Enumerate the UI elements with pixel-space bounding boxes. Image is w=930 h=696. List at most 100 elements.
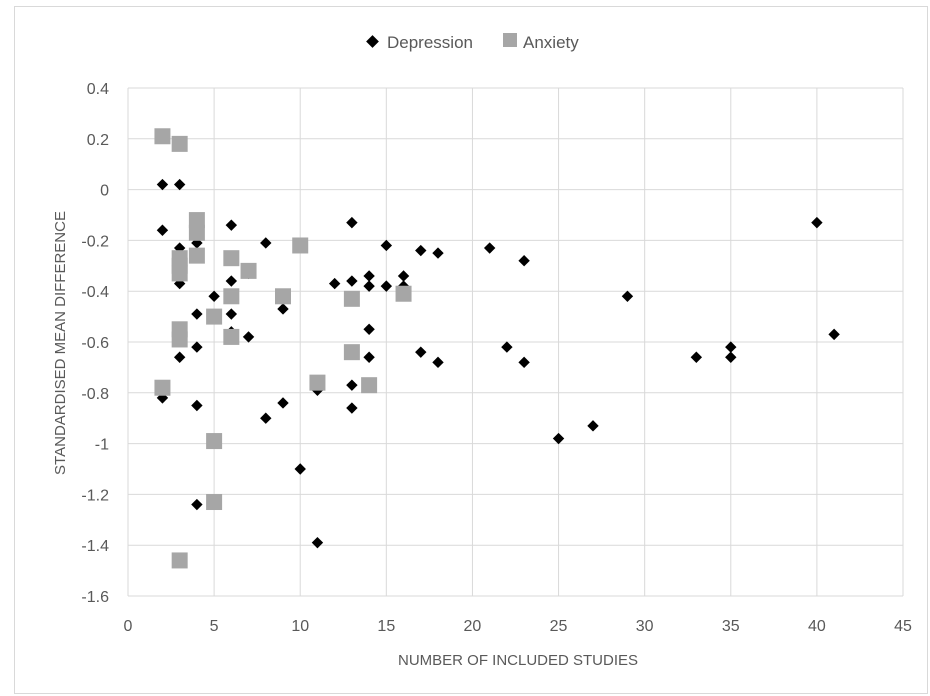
y-tick-label: -0.2 (81, 233, 109, 250)
anxiety-point (154, 128, 171, 145)
depression-point (811, 216, 823, 229)
depression-point (277, 303, 289, 315)
anxiety-point (171, 135, 188, 152)
depression-point (363, 270, 375, 282)
depression-point (346, 216, 358, 229)
depression-point (191, 399, 203, 412)
x-tick-label: 5 (210, 618, 219, 635)
depression-point (173, 351, 186, 363)
anxiety-point (309, 374, 326, 391)
depression-point (552, 432, 565, 445)
depression-point (363, 351, 375, 363)
y-axis-title: STANDARDISED MEAN DIFFERENCE (52, 211, 69, 475)
y-tick-label: 0 (100, 183, 109, 200)
x-tick-label: 20 (464, 618, 482, 635)
x-tick-label: 0 (124, 618, 133, 635)
depression-point (156, 224, 169, 236)
anxiety-point (188, 224, 205, 241)
legend-depression-label: Depression (387, 33, 473, 52)
y-tick-label: -1.6 (81, 589, 109, 606)
depression-point (346, 379, 358, 391)
depression-point (380, 239, 393, 252)
depression-point (518, 255, 530, 267)
depression-point (587, 420, 599, 432)
x-tick-label: 35 (722, 618, 740, 635)
y-tick-label: -0.4 (81, 284, 109, 301)
depression-point (191, 498, 203, 511)
depression-point (225, 275, 238, 287)
depression-point (156, 178, 169, 191)
point-layer (154, 128, 840, 569)
depression-point (415, 346, 427, 358)
anxiety-point (188, 212, 205, 229)
anxiety-point (171, 552, 188, 569)
anxiety-point (292, 237, 309, 254)
y-tick-label: -1 (95, 437, 109, 454)
depression-point (328, 277, 341, 290)
anxiety-point (240, 262, 257, 279)
x-tick-label: 40 (808, 618, 826, 635)
legend: Depression Anxiety (366, 33, 579, 52)
depression-point (191, 341, 203, 353)
anxiety-point (395, 285, 412, 302)
depression-point (415, 244, 427, 257)
anxiety-point (361, 377, 378, 394)
anxiety-point (171, 265, 188, 282)
depression-point (621, 290, 634, 302)
depression-point (725, 341, 737, 353)
anxiety-point (206, 494, 223, 511)
depression-point (346, 275, 358, 287)
anxiety-point (343, 290, 360, 307)
anxiety-point (343, 344, 360, 361)
chart-frame (14, 6, 928, 694)
y-tick-label: -1.2 (81, 487, 109, 504)
depression-point (260, 237, 272, 249)
y-tick-label: -0.6 (81, 335, 109, 352)
y-tick-label: 0.4 (87, 81, 109, 98)
depression-point (397, 270, 410, 282)
anxiety-point (188, 247, 205, 264)
depression-point (311, 536, 324, 549)
anxiety-point (206, 433, 223, 450)
legend-depression-marker (366, 35, 379, 48)
x-tick-label: 45 (894, 618, 912, 635)
depression-point (294, 463, 306, 475)
depression-point (380, 280, 393, 292)
x-tick-label: 15 (377, 618, 395, 635)
depression-point (690, 351, 703, 363)
depression-point (518, 356, 530, 369)
depression-point (225, 219, 238, 231)
x-tick-label: 25 (550, 618, 568, 635)
anxiety-point (275, 288, 291, 305)
depression-point (363, 280, 375, 292)
anxiety-point (154, 379, 171, 396)
depression-point (363, 323, 375, 335)
depression-point (725, 351, 737, 363)
anxiety-point (171, 331, 188, 348)
depression-point (173, 178, 186, 191)
depression-point (225, 308, 238, 320)
depression-point (432, 356, 444, 369)
x-tick-label: 30 (636, 618, 654, 635)
legend-anxiety-label: Anxiety (523, 33, 579, 52)
depression-point (432, 247, 444, 259)
depression-point (208, 290, 220, 302)
y-tick-label: 0.2 (87, 132, 109, 149)
anxiety-point (206, 308, 223, 325)
depression-point (277, 397, 289, 409)
depression-point (242, 331, 255, 343)
grid-layer (127, 87, 904, 597)
depression-point (501, 341, 513, 353)
anxiety-point (223, 288, 240, 305)
depression-point (260, 412, 272, 424)
tick-label-layer: 0.4 0.2 0 -0.2 -0.4 -0.6 -0.8 -1 -1.2 -1.4 -1.6 0 5 1… (81, 81, 912, 635)
legend-anxiety-marker (503, 33, 517, 47)
anxiety-point (223, 250, 240, 267)
y-tick-label: -0.8 (81, 386, 109, 403)
x-tick-label: 10 (291, 618, 309, 635)
depression-point (483, 242, 496, 254)
depression-point (346, 402, 358, 414)
anxiety-point (223, 328, 240, 345)
y-tick-label: -1.4 (81, 538, 109, 555)
